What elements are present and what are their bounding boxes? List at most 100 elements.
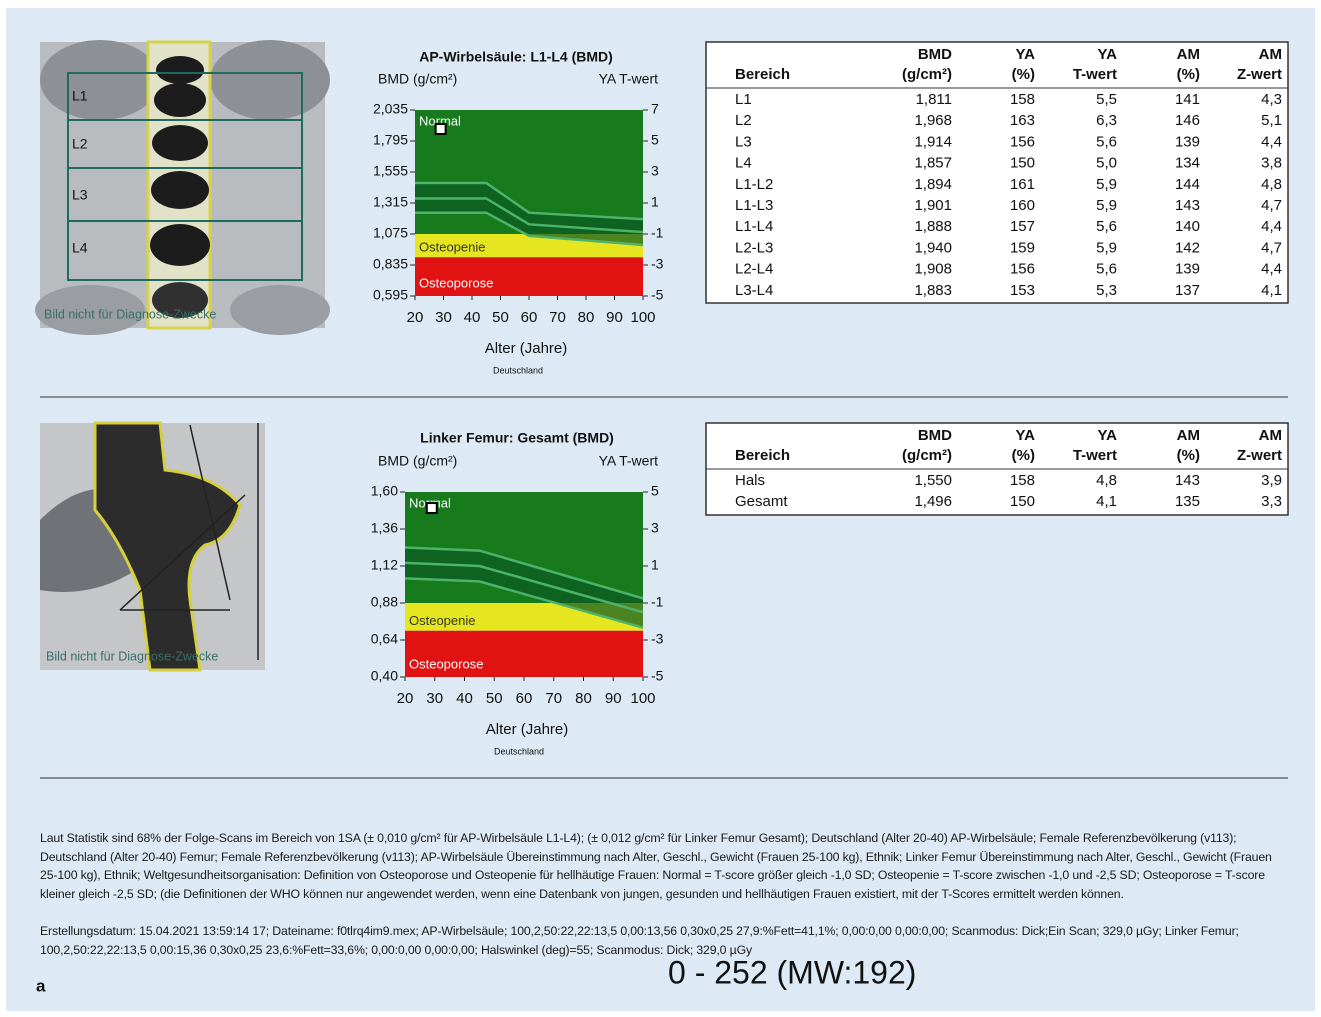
table-cell: 150 — [1010, 155, 1035, 172]
table-cell: 4,8 — [1261, 176, 1282, 193]
panel-label: a — [36, 976, 46, 995]
table-cell: L1-L2 — [735, 176, 773, 193]
y2-tick-label: 1 — [651, 557, 659, 573]
vertebra-label: L3 — [72, 187, 88, 203]
vertebra-label: L1 — [72, 88, 88, 104]
y2-tick-label: -1 — [651, 225, 664, 241]
table-cell: 5,9 — [1096, 197, 1117, 214]
table-header: T-wert — [1073, 66, 1117, 83]
y-axis-label: BMD (g/cm²) — [378, 71, 457, 87]
table-cell: 139 — [1175, 261, 1200, 278]
patient-marker — [427, 503, 437, 513]
y-tick-label: 1,075 — [373, 225, 408, 241]
y2-tick-label: 5 — [651, 483, 659, 499]
table-cell: 5,6 — [1096, 261, 1117, 278]
table-cell: 158 — [1010, 472, 1035, 489]
table-header: BMD — [918, 427, 952, 444]
zone-label: Osteoporose — [419, 275, 493, 290]
chart-subtitle: Deutschland — [494, 746, 544, 756]
image-caption: Bild nicht für Diagnose-Zwecke — [46, 649, 218, 663]
table-cell: 1,908 — [914, 261, 952, 278]
table-cell: 156 — [1010, 133, 1035, 150]
table-cell: 5,3 — [1096, 282, 1117, 299]
x-tick-label: 20 — [397, 690, 414, 707]
zone-label: Osteopenie — [409, 613, 476, 628]
table-header: Bereich — [735, 447, 790, 464]
table-cell: 1,894 — [914, 176, 952, 193]
table-cell: 4,4 — [1261, 261, 1282, 278]
table-cell: 135 — [1175, 493, 1200, 510]
table-cell: 139 — [1175, 133, 1200, 150]
x-tick-label: 80 — [578, 309, 595, 326]
x-axis-label: Alter (Jahre) — [485, 340, 568, 357]
table-cell: L4 — [735, 155, 752, 172]
y-tick-label: 0,64 — [371, 631, 398, 647]
x-tick-label: 60 — [516, 690, 533, 707]
table-cell: 3,9 — [1261, 472, 1282, 489]
chart-title: AP-Wirbelsäule: L1-L4 (BMD) — [419, 49, 613, 65]
vertebra-label: L2 — [72, 136, 88, 152]
table-cell: 4,4 — [1261, 218, 1282, 235]
table-header: (%) — [1012, 447, 1035, 464]
x-tick-label: 30 — [435, 309, 452, 326]
x-tick-label: 40 — [464, 309, 481, 326]
table-cell: 5,5 — [1096, 91, 1117, 108]
table-cell: 1,888 — [914, 218, 952, 235]
table-cell: 134 — [1175, 155, 1200, 172]
table-cell: L1 — [735, 91, 752, 108]
table-cell: 159 — [1010, 239, 1035, 256]
table-cell: 5,1 — [1261, 112, 1282, 129]
x-axis-label: Alter (Jahre) — [486, 721, 569, 738]
table-cell: 4,1 — [1096, 493, 1117, 510]
y2-tick-label: -1 — [651, 594, 664, 610]
table-header: AM — [1259, 46, 1282, 63]
table-cell: 1,968 — [914, 112, 952, 129]
table-header: YA — [1098, 46, 1118, 63]
x-tick-label: 50 — [486, 690, 503, 707]
table-cell: 1,857 — [914, 155, 952, 172]
table-cell: 141 — [1175, 91, 1200, 108]
table-header: (%) — [1012, 66, 1035, 83]
y-axis-label: BMD (g/cm²) — [378, 453, 457, 469]
table-cell: 137 — [1175, 282, 1200, 299]
table-cell: 5,9 — [1096, 239, 1117, 256]
image-caption: Bild nicht für Diagnose-Zwecke — [44, 307, 216, 321]
table-cell: 3,3 — [1261, 493, 1282, 510]
y2-axis-label: YA T-wert — [599, 71, 659, 87]
y-tick-label: 1,315 — [373, 194, 408, 210]
table-cell: 4,7 — [1261, 239, 1282, 256]
footer-note: Laut Statistik sind 68% der Folge-Scans … — [40, 829, 1285, 903]
x-tick-label: 90 — [605, 690, 622, 707]
table-header: YA — [1098, 427, 1118, 444]
y-tick-label: 1,36 — [371, 520, 398, 536]
table-frame — [706, 42, 1288, 303]
table-cell: 3,8 — [1261, 155, 1282, 172]
y2-tick-label: 3 — [651, 520, 659, 536]
vertebra-label: L4 — [72, 240, 88, 256]
y-tick-label: 0,40 — [371, 668, 398, 684]
table-header: (%) — [1177, 66, 1200, 83]
x-tick-label: 20 — [407, 309, 424, 326]
y-tick-label: 1,555 — [373, 163, 408, 179]
table-cell: 1,883 — [914, 282, 952, 299]
table-header: Z-wert — [1237, 447, 1282, 464]
chart-subtitle: Deutschland — [493, 365, 543, 375]
y2-tick-label: 5 — [651, 132, 659, 148]
x-tick-label: 100 — [630, 690, 655, 707]
range-label: 0 - 252 (MW:192) — [668, 954, 916, 990]
table-cell: 5,6 — [1096, 133, 1117, 150]
table-header: T-wert — [1073, 447, 1117, 464]
y2-tick-label: -5 — [651, 668, 664, 684]
table-cell: 143 — [1175, 472, 1200, 489]
y-tick-label: 0,835 — [373, 256, 408, 272]
x-tick-label: 60 — [521, 309, 538, 326]
table-cell: 156 — [1010, 261, 1035, 278]
table-cell: L3 — [735, 133, 752, 150]
y2-tick-label: 1 — [651, 194, 659, 210]
x-tick-label: 40 — [456, 690, 473, 707]
y-tick-label: 2,035 — [373, 101, 408, 117]
table-cell: 1,901 — [914, 197, 952, 214]
table-header: (%) — [1177, 447, 1200, 464]
table-cell: 5,9 — [1096, 176, 1117, 193]
page-body: {"chart_data":[ {"type":"line","title":"… — [0, 0, 1321, 1017]
